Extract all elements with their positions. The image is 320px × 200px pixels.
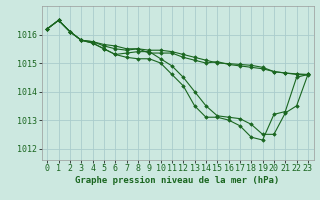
X-axis label: Graphe pression niveau de la mer (hPa): Graphe pression niveau de la mer (hPa) [76,176,280,185]
